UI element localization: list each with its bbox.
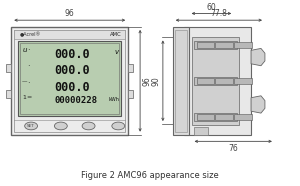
Text: v: v: [114, 49, 118, 55]
Bar: [234, 114, 252, 120]
Text: Figure 2 AMC96 appearance size: Figure 2 AMC96 appearance size: [81, 171, 219, 180]
Bar: [196, 114, 214, 120]
Bar: [128, 90, 133, 97]
Bar: [18, 41, 121, 116]
Text: 60: 60: [207, 3, 216, 12]
Text: 96: 96: [65, 9, 75, 18]
Bar: [173, 27, 189, 135]
Text: ·: ·: [27, 46, 30, 55]
Text: 000.0: 000.0: [54, 64, 89, 77]
Bar: [196, 78, 214, 84]
Text: AMC: AMC: [110, 32, 121, 37]
Text: 96: 96: [142, 76, 151, 86]
Text: SET: SET: [27, 124, 35, 129]
Bar: [194, 113, 237, 121]
Text: 77.8: 77.8: [210, 9, 227, 18]
Text: ●Acrel®: ●Acrel®: [20, 32, 41, 37]
Ellipse shape: [54, 122, 67, 130]
Bar: [215, 114, 233, 120]
Text: 000.0: 000.0: [54, 48, 89, 61]
Text: =: =: [26, 95, 32, 100]
Bar: [215, 42, 233, 48]
Text: ·: ·: [27, 79, 30, 88]
Text: kWh: kWh: [108, 97, 119, 102]
Text: 1: 1: [22, 95, 26, 100]
Bar: [234, 42, 252, 48]
Ellipse shape: [25, 122, 38, 130]
Bar: [194, 41, 237, 49]
Bar: [194, 77, 237, 85]
Ellipse shape: [82, 122, 95, 130]
Polygon shape: [251, 96, 265, 113]
Polygon shape: [251, 48, 265, 66]
Bar: [192, 36, 239, 125]
Text: —: —: [22, 80, 28, 85]
Bar: [128, 64, 133, 72]
Bar: [14, 30, 125, 132]
Bar: [6, 64, 11, 72]
Bar: [194, 127, 208, 135]
Ellipse shape: [112, 122, 125, 130]
Text: ·: ·: [27, 62, 30, 71]
Text: 00000228: 00000228: [54, 96, 97, 105]
Bar: [215, 78, 233, 84]
Bar: [184, 27, 251, 135]
Bar: [175, 30, 187, 132]
Text: 76: 76: [228, 144, 238, 153]
Bar: [6, 90, 11, 97]
Text: 90: 90: [152, 76, 161, 86]
Text: 000.0: 000.0: [54, 81, 89, 94]
Bar: [20, 43, 119, 114]
Bar: [14, 30, 125, 39]
Text: u: u: [22, 47, 27, 53]
Bar: [196, 42, 214, 48]
Bar: [234, 78, 252, 84]
Bar: [11, 27, 128, 135]
